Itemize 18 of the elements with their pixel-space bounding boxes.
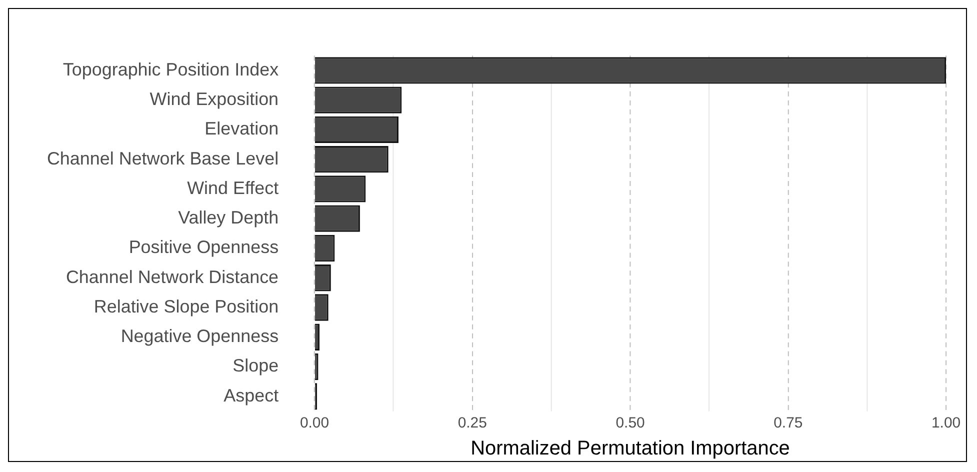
x-tick-label: 0.00 — [300, 414, 330, 432]
y-tick-label: Relative Slope Position — [94, 296, 279, 316]
y-tick-label: Aspect — [224, 385, 279, 406]
x-tick-label: 0.75 — [774, 414, 803, 432]
y-tick-label: Negative Openness — [120, 326, 279, 346]
x-tick-label: 0.25 — [458, 414, 487, 432]
y-tick-label: Channel Network Base Level — [46, 148, 279, 168]
y-tick-label: Wind Exposition — [150, 89, 279, 109]
y-tick-label: Wind Effect — [187, 178, 279, 198]
y-tick-label: Topographic Position Index — [62, 59, 279, 80]
y-tick-label: Valley Depth — [178, 208, 279, 228]
y-tick-label: Positive Openness — [128, 237, 279, 258]
y-tick-label: Elevation — [204, 118, 279, 139]
x-tick-label: 0.50 — [616, 414, 645, 432]
x-axis-title: Normalized Permutation Importance — [470, 438, 790, 460]
y-tick-label: Slope — [232, 356, 279, 376]
y-tick-label: Channel Network Distance — [66, 266, 279, 287]
x-tick-label: 1.00 — [931, 414, 961, 432]
